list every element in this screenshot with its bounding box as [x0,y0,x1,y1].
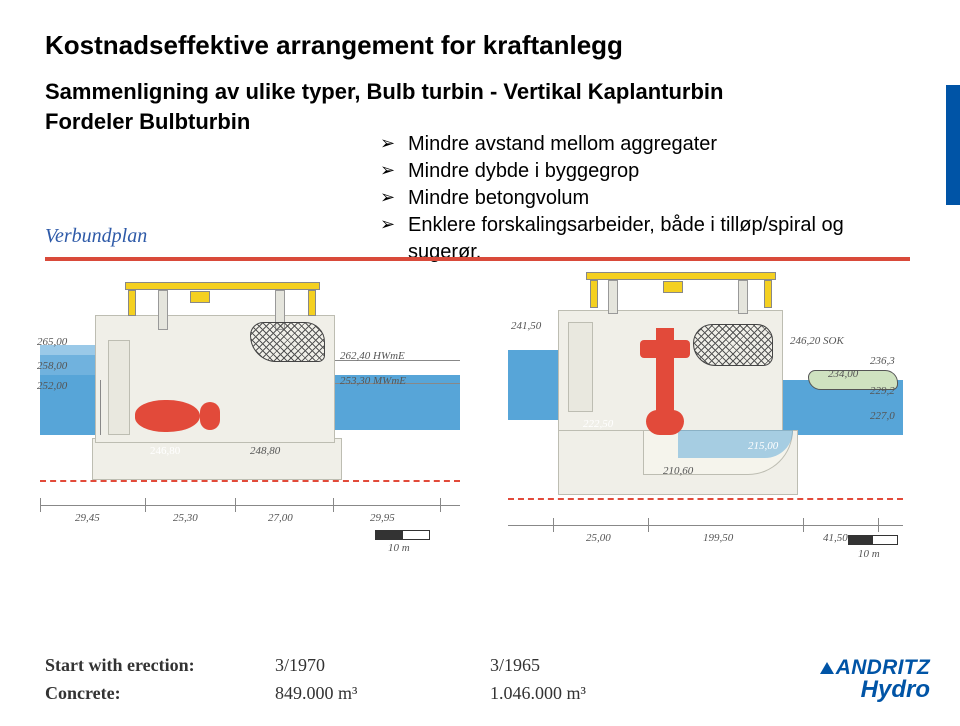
label: 248,80 [250,445,280,457]
footer-row: Concrete: 849.000 m³ 1.046.000 m³ [45,680,750,708]
subtitle: Sammenligning av ulike typer, Bulb turbi… [45,79,915,105]
red-divider [45,257,910,261]
label: 41,50 [823,532,848,544]
plant-bulb: 265,00 258,00 252,00 246,80 248,80 262,4… [40,280,460,580]
label: 25,30 [173,512,198,524]
diagram: 265,00 258,00 252,00 246,80 248,80 262,4… [40,280,910,620]
label: 25,00 [586,532,611,544]
page-title: Kostnadseffektive arrangement for krafta… [45,30,915,61]
label: 262,40 HWmE [340,350,405,362]
label: 241,50 [511,320,541,332]
bullet-list: Mindre avstand mellom aggregater Mindre … [380,131,915,266]
label: 253,30 MWmE [340,375,406,387]
footer-label: Start with erection: [45,652,275,680]
label: 222,50 [583,418,613,430]
bullet-item: Mindre dybde i byggegrop [380,158,915,185]
verbund-label: Verbundplan [45,225,147,248]
footer-table: Start with erection: 3/1970 3/1965 Concr… [45,652,750,708]
logo-bottom: Hydro [820,676,930,704]
label: 29,45 [75,512,100,524]
label: 29,95 [370,512,395,524]
label: 10 m [388,542,410,554]
footer-label: Concrete: [45,680,275,708]
label: 246,80 [150,445,180,457]
logo-triangle-icon [820,662,834,674]
label: 210,60 [663,465,693,477]
label: 27,00 [268,512,293,524]
label: 227,0 [870,410,895,422]
label: 246,20 SOK [790,335,844,347]
footer-value: 3/1970 [275,652,490,680]
label: 10 m [858,548,880,560]
accent-stripe [946,85,960,205]
label: 265,00 [37,336,67,348]
footer-value: 3/1965 [490,652,660,680]
footer-value: 849.000 m³ [275,680,490,708]
label: 258,00 [37,360,67,372]
bullet-item: Mindre avstand mellom aggregater [380,131,915,158]
footer-row: Start with erection: 3/1970 3/1965 [45,652,750,680]
bullet-item: Mindre betongvolum [380,185,915,212]
plant-kaplan: 241,50 246,20 SOK 236,3 234,00 229,2 227… [508,280,903,580]
logo: ANDRITZ Hydro [820,656,930,704]
label: 199,50 [703,532,733,544]
footer-value: 1.046.000 m³ [490,680,660,708]
label: 236,3 [870,355,895,367]
label: 252,00 [37,380,67,392]
label: 234,00 [828,368,858,380]
label: 215,00 [748,440,778,452]
label: 229,2 [870,385,895,397]
